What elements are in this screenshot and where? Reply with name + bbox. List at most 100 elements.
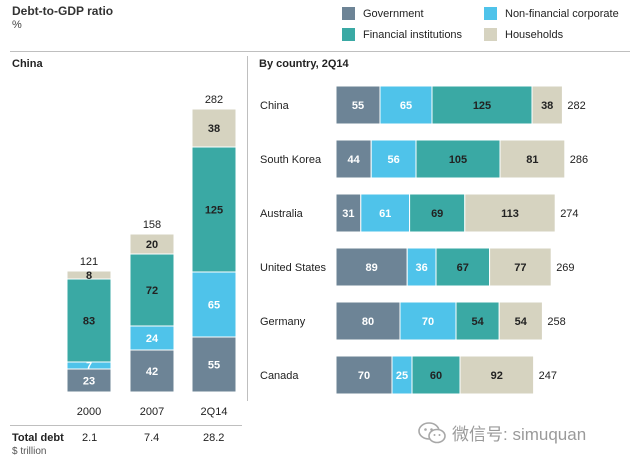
right-panel-title: By country, 2Q14 [259,58,349,70]
total-2000: 121 [80,256,98,268]
label-2000-non-financial-corporate: 83 [83,316,95,328]
label-united-states-non-financial-corporate: 67 [457,262,469,274]
label-united-states-government: 89 [365,262,377,274]
label-germany-non-financial-corporate: 54 [471,316,484,328]
bar-australia-government [335,193,362,233]
legend-swatch-non-financial-corporate [484,7,497,20]
label-2000-households: 8 [86,270,92,282]
label-south-korea-government: 44 [347,154,360,166]
total-south-korea: 286 [570,154,588,166]
label-australia-government: 31 [342,208,354,220]
country-label-united-states: United States [260,262,327,274]
footer-divider [10,425,242,426]
country-label-south-korea: South Korea [260,154,322,166]
total-2007: 158 [143,219,161,231]
total-china: 282 [567,100,585,112]
category-2007: 2007 [140,406,164,418]
bar-germany-non-financial-corporate [455,301,500,341]
wechat-icon [418,421,446,443]
total-debt-unit: $ trillion [12,446,47,457]
label-2000-financial-institutions: 7 [86,361,92,373]
total-debt-label: Total debt [12,432,64,444]
country-label-china: China [260,100,290,112]
label-2q14-government: 55 [208,360,220,372]
bar-2000-non-financial-corporate [66,278,112,363]
legend-item-households: Households [484,28,563,41]
bar-south-korea-households [499,139,566,179]
bar-south-korea-financial-institutions [370,139,417,179]
bar-2007-government [129,349,175,393]
label-2q14-financial-institutions: 65 [208,300,220,312]
china-stacked-column-chart: 23 7 83 8 121 2000 42 24 72 20 158 2007 55 65 125 38 282… [66,94,237,418]
bar-united-states-households [489,247,552,287]
bar-china-non-financial-corporate [431,85,533,125]
legend-swatch-financial-institutions [342,28,355,41]
panel-divider [247,56,248,401]
bar-2007-households [129,233,175,255]
header-divider [10,51,630,52]
legend-swatch-government [342,7,355,20]
bar-germany-financial-institutions [399,301,457,341]
label-germany-government: 80 [362,316,374,328]
bar-canada-households [459,355,535,395]
bar-2q14-non-financial-corporate [191,146,237,273]
label-australia-households: 113 [501,208,519,220]
total-united-states: 269 [556,262,574,274]
label-2q14-households: 38 [208,123,220,135]
label-canada-households: 92 [491,370,503,382]
label-canada-government: 70 [358,370,370,382]
bar-australia-households [464,193,556,233]
bar-china-financial-institutions [379,85,433,125]
label-2007-non-financial-corporate: 72 [146,285,158,297]
bar-south-korea-government [335,139,372,179]
label-2000-government: 23 [83,376,95,388]
total-2q14: 282 [205,94,223,106]
country-stacked-bar-chart: China 55 65 125 38 282 South Korea 44 56 105 81 286… [260,85,588,395]
label-canada-financial-institutions: 25 [396,370,408,382]
legend-label-households: Households [505,28,564,41]
bar-china-households [531,85,563,125]
legend-label-non-financial-corporate: Non-financial corporate [505,7,619,20]
label-germany-households: 54 [515,316,528,328]
country-label-australia: Australia [260,208,304,220]
legend-label-government: Government [363,7,424,20]
bar-germany-government [335,301,401,341]
label-china-households: 38 [541,100,553,112]
label-south-korea-financial-institutions: 56 [387,154,399,166]
category-2q14: 2Q14 [201,406,228,418]
total-australia: 274 [560,208,578,220]
label-south-korea-households: 81 [526,154,538,166]
label-germany-financial-institutions: 70 [422,316,434,328]
chart-unit: % [12,19,22,31]
total-debt-2q14: 28.2 [203,432,225,444]
bar-united-states-government [335,247,408,287]
bar-australia-non-financial-corporate [409,193,466,233]
legend-item-non-financial-corporate: Non-financial corporate [484,7,619,20]
bar-2q14-government [191,336,237,393]
watermark-text: 微信号: simuquan [452,425,587,444]
label-australia-non-financial-corporate: 69 [431,208,443,220]
bar-germany-households [498,301,543,341]
label-china-financial-institutions: 65 [400,100,412,112]
bar-2q14-financial-institutions [191,271,237,338]
category-2000: 2000 [77,406,101,418]
label-united-states-financial-institutions: 36 [415,262,427,274]
watermark: 微信号: simuquan [418,420,586,445]
label-united-states-households: 77 [514,262,526,274]
total-debt-2000: 2.1 [82,432,98,444]
bar-south-korea-non-financial-corporate [415,139,501,179]
left-panel-title: China [12,58,43,70]
label-south-korea-non-financial-corporate: 105 [449,154,467,166]
legend-item-government: Government [342,7,424,20]
total-canada: 247 [539,370,557,382]
country-label-canada: Canada [260,370,299,382]
total-debt-2007: 7.4 [144,432,160,444]
label-2007-government: 42 [146,366,158,378]
bar-2000-households [66,270,112,280]
bar-china-government [335,85,381,125]
country-label-germany: Germany [260,316,306,328]
legend-label-financial-institutions: Financial institutions [363,28,463,41]
bar-2007-financial-institutions [129,325,175,351]
label-2007-financial-institutions: 24 [146,333,159,345]
total-germany: 258 [547,316,565,328]
